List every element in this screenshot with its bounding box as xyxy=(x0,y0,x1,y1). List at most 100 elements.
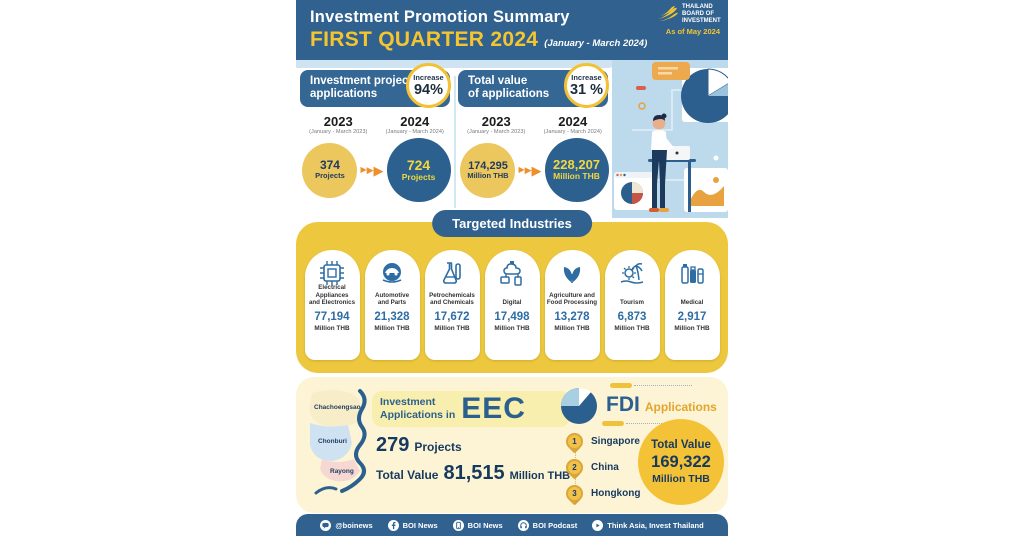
industry-label: Agriculture and xyxy=(549,291,595,299)
industry-label: Electrical Appliances xyxy=(315,283,349,299)
social-label: BOI Podcast xyxy=(532,520,578,530)
badge-value: 31 % xyxy=(569,81,604,98)
dotted-line xyxy=(626,423,682,424)
stat-title-line1: Investment project xyxy=(310,75,413,87)
eec-title: Investment Applications in EEC xyxy=(372,391,571,427)
curr-year-note: (January - March 2024) xyxy=(543,129,602,135)
fdi-country: Singapore xyxy=(591,436,640,447)
curr-year: 2024 xyxy=(400,114,430,129)
dash-decoration xyxy=(602,421,624,426)
eec-title-line1: Investment xyxy=(380,395,436,408)
badge-label: Increase xyxy=(413,72,444,82)
bottom-section: Chachoengsao Chonburi Rayong Investment … xyxy=(296,377,728,513)
industry-card-medical: Medical 2,917 Million THB xyxy=(664,250,720,360)
car-icon xyxy=(365,256,420,290)
industry-card-electronics: Electrical Appliances and Electronics 77,… xyxy=(304,250,360,360)
industry-value: 17,672 xyxy=(434,311,470,323)
stat-panel-value: Total value of applications Increase 31 … xyxy=(458,63,611,220)
youtube-icon xyxy=(592,519,604,531)
medicine-icon xyxy=(665,256,720,290)
industry-unit: Million THB xyxy=(314,325,350,332)
social-label: BOI News xyxy=(467,520,503,530)
eec-total-value: 81,515 xyxy=(443,462,505,484)
industry-value: 2,917 xyxy=(677,311,707,323)
industry-unit: Million THB xyxy=(374,325,410,332)
industry-unit: Million THB xyxy=(674,325,710,332)
podcast-icon xyxy=(517,519,529,531)
fdi-total-circle: Total Value 169,322 Million THB xyxy=(638,419,724,505)
curr-value-circle: 228,207 Million THB xyxy=(544,138,609,202)
stat-title-line2: of applications xyxy=(468,88,550,101)
prev-year-note: (January - March 2023) xyxy=(309,129,368,135)
province-label: Chonburi xyxy=(318,438,347,445)
fdi-total-label: Total Value xyxy=(651,438,711,451)
page-title: Investment Promotion Summary xyxy=(310,8,570,26)
curr-value: 724 xyxy=(406,156,431,173)
badge-value: 94% xyxy=(413,81,444,98)
fdi-subtitle: Applications xyxy=(644,400,717,414)
boi-infographic: Investment Promotion Summary FIRST QUART… xyxy=(296,0,740,536)
industry-unit: Million THB xyxy=(554,325,590,332)
eec-summary: Investment Applications in EEC 279 Proje… xyxy=(372,391,571,485)
fdi-section: FDI Applications 1 Singapore 2 China 3 H… xyxy=(558,381,724,511)
social-podcast[interactable]: BOI Podcast xyxy=(517,519,578,531)
industry-cards: Electrical Appliances and Electronics 77,… xyxy=(296,250,728,360)
fdi-total-value: 169,322 xyxy=(651,453,711,472)
social-label: BOI News xyxy=(402,520,438,530)
fdi-country: China xyxy=(591,462,619,473)
industry-label: Petrochemicals xyxy=(429,291,475,299)
dotted-line xyxy=(634,385,692,386)
chip-icon xyxy=(305,256,360,290)
social-line[interactable]: @boinews xyxy=(320,519,373,531)
fdi-total-unit: Million THB xyxy=(652,472,710,485)
industry-label: Medical xyxy=(680,299,704,307)
eec-projects-unit: Projects xyxy=(414,440,462,454)
industry-value: 77,194 xyxy=(314,311,350,323)
social-facebook[interactable]: BOI News xyxy=(387,519,438,531)
boi-logo-icon xyxy=(658,6,678,22)
stat-panel-projects: Investment project applications Increase… xyxy=(300,63,453,220)
fdi-title: FDI xyxy=(606,393,640,416)
badge-label: Increase xyxy=(571,72,602,82)
increase-badge: Increase 31 % xyxy=(564,63,609,108)
industries-title: Targeted Industries xyxy=(432,210,592,237)
increase-badge: Increase 94% xyxy=(406,63,451,108)
dash-decoration xyxy=(610,383,632,388)
industry-label: Automotive xyxy=(374,291,410,299)
stat-title-line2: applications xyxy=(310,88,378,101)
analyst-illustration xyxy=(612,60,740,218)
industry-card-digital: Digital 17,498 Million THB xyxy=(484,250,540,360)
prev-year: 2023 xyxy=(323,114,353,129)
leaf-icon xyxy=(545,256,600,290)
medal-1-icon: 1 xyxy=(566,433,583,453)
line-icon xyxy=(320,519,332,531)
eec-map: Chachoengsao Chonburi Rayong xyxy=(302,385,380,508)
prev-value: 174,295 xyxy=(468,159,508,172)
prev-value-circle: 174,295 Million THB xyxy=(460,142,516,198)
stat-panel-value-header: Total value of applications Increase 31 … xyxy=(458,63,609,108)
quarter-title: FIRST QUARTER 2024 xyxy=(310,28,539,51)
curr-unit: Million THB xyxy=(553,171,600,182)
stat-title-line1: Total value xyxy=(468,75,528,87)
social-label: @boinews xyxy=(335,520,373,530)
footer-social-bar: @boinews BOI News BOI News BOI Podcast T… xyxy=(296,514,728,536)
fdi-rank-row: 1 Singapore xyxy=(566,433,640,453)
social-youtube[interactable]: Think Asia, Invest Thailand xyxy=(592,519,704,531)
growth-arrow-icon: ▶ ▶ ▶ xyxy=(518,162,542,178)
eec-total-unit: Million THB xyxy=(509,470,571,482)
industry-card-automotive: Automotive and Parts 21,328 Million THB xyxy=(364,250,420,360)
social-app[interactable]: BOI News xyxy=(452,519,503,531)
eec-total-label: Total Value xyxy=(376,468,439,482)
curr-year: 2024 xyxy=(558,114,588,129)
growth-arrow-icon: ▶ ▶ ▶ xyxy=(360,162,384,178)
prev-value-circle: 374 Projects xyxy=(302,142,358,198)
facebook-icon xyxy=(387,519,399,531)
industry-value: 17,498 xyxy=(494,311,530,323)
fdi-rank-row: 2 China xyxy=(566,459,640,479)
prev-year-note: (January - March 2023) xyxy=(467,129,526,135)
eec-acronym: EEC xyxy=(461,392,526,425)
industry-unit: Million THB xyxy=(614,325,650,332)
province-label: Rayong xyxy=(330,468,354,475)
curr-value-circle: 724 Projects xyxy=(386,138,451,202)
